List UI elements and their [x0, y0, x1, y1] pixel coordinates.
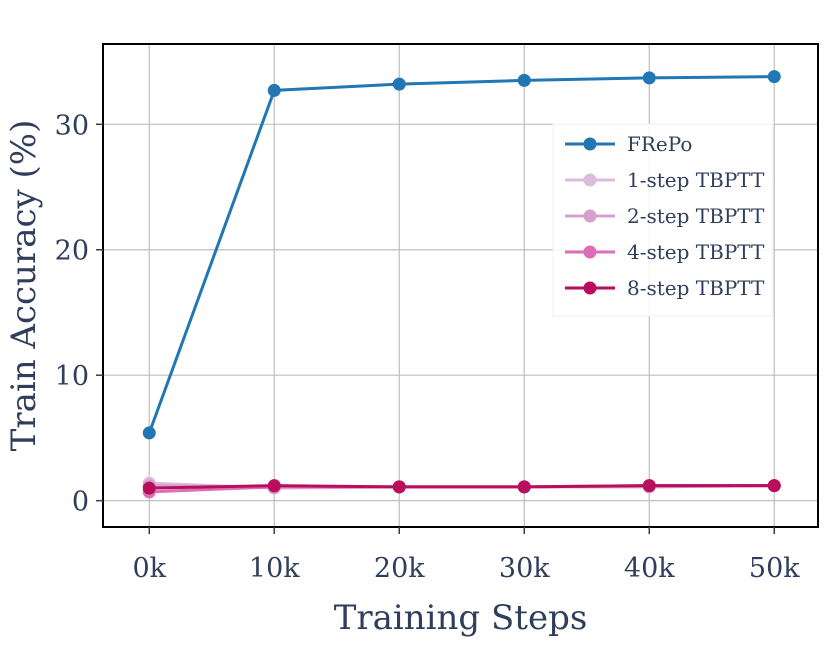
x-tick-label: 30k — [499, 553, 550, 584]
data-point — [142, 426, 156, 440]
x-tick-label: 10k — [249, 553, 300, 584]
data-point — [642, 479, 656, 493]
y-axis-ticks: 0 10 20 30 — [55, 110, 103, 518]
legend-marker — [583, 281, 597, 295]
x-tick-label: 40k — [624, 553, 675, 584]
x-tick-label: 20k — [374, 553, 425, 584]
data-point — [767, 479, 781, 493]
data-point — [517, 480, 531, 494]
y-tick-label: 20 — [55, 236, 89, 267]
series-line — [147, 75, 775, 434]
legend-item: 4-step TBPTT — [565, 240, 765, 264]
y-tick-label: 30 — [55, 110, 89, 141]
y-axis-label: Train Accuracy (%) — [4, 120, 44, 452]
data-point — [392, 77, 406, 91]
legend-item: FRePo — [565, 132, 692, 156]
data-point — [642, 71, 656, 85]
data-point — [267, 479, 281, 493]
x-tick-label: 0k — [132, 553, 166, 584]
legend-marker — [583, 173, 597, 187]
legend-marker — [583, 245, 597, 259]
legend-item: 1-step TBPTT — [565, 168, 765, 192]
data-point — [267, 83, 281, 97]
legend-item: 8-step TBPTT — [565, 276, 765, 300]
legend-label: 2-step TBPTT — [627, 204, 765, 228]
data-point — [767, 70, 781, 84]
series-frepo — [142, 70, 781, 440]
legend-item: 2-step TBPTT — [565, 204, 765, 228]
x-axis-label: Training Steps — [334, 598, 588, 638]
plot-frame — [102, 43, 819, 528]
legend-marker — [583, 209, 597, 223]
x-axis-ticks: 0k 10k 20k 30k 40k 50k — [132, 527, 800, 584]
y-tick-label: 0 — [72, 487, 89, 518]
data-point — [392, 480, 406, 494]
legend-label: 1-step TBPTT — [627, 168, 765, 192]
data-point — [142, 481, 156, 495]
series-8-step-tbptt — [142, 479, 781, 495]
x-tick-label: 50k — [749, 553, 800, 584]
y-tick-label: 10 — [55, 361, 89, 392]
series-4-step-tbptt — [142, 479, 781, 499]
series-layer — [142, 70, 781, 499]
legend-marker — [583, 137, 597, 151]
legend-label: FRePo — [627, 132, 692, 156]
legend-label: 4-step TBPTT — [627, 240, 765, 264]
legend-label: 8-step TBPTT — [627, 276, 765, 300]
data-point — [517, 73, 531, 87]
series-line — [149, 484, 775, 490]
legend: FRePo 1-step TBPTT 2-step TBPTT 4-step TBPT… — [552, 123, 774, 317]
